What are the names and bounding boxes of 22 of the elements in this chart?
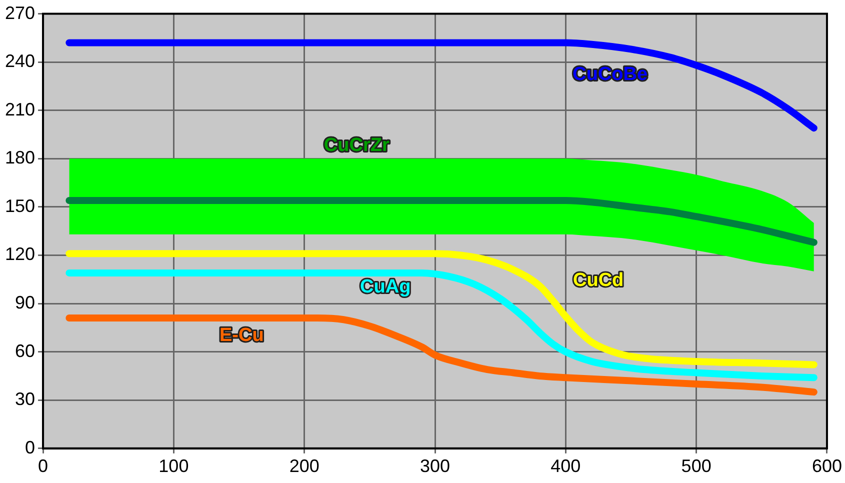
y-tick-label: 30 [15, 389, 36, 410]
y-tick-label: 150 [4, 196, 36, 216]
x-tick-label: 500 [681, 456, 712, 476]
y-tick-label: 0 [25, 437, 36, 458]
series-label: CuCoBe [572, 64, 648, 86]
y-tick-label: 90 [15, 292, 36, 312]
x-tick-label: 100 [158, 456, 189, 476]
y-tick-label: 180 [4, 148, 36, 168]
y-tick-label: 270 [4, 2, 36, 23]
text: CuCrZr [324, 135, 390, 156]
x-tick-label: 600 [812, 456, 842, 476]
y-tick-label: 120 [4, 244, 36, 264]
x-tick-label: 400 [550, 456, 581, 476]
y-tick-label: 210 [4, 99, 36, 120]
y-tick-label: 60 [15, 340, 36, 361]
x-tick-label: 300 [420, 456, 450, 476]
series-label: E-Cu [219, 324, 264, 346]
x-tick-label: 200 [289, 456, 320, 476]
series-label: CuCd [573, 270, 624, 292]
y-tick-label: 240 [4, 51, 36, 72]
x-tick-label: 0 [38, 456, 48, 476]
series-label: CuAg [360, 276, 411, 298]
